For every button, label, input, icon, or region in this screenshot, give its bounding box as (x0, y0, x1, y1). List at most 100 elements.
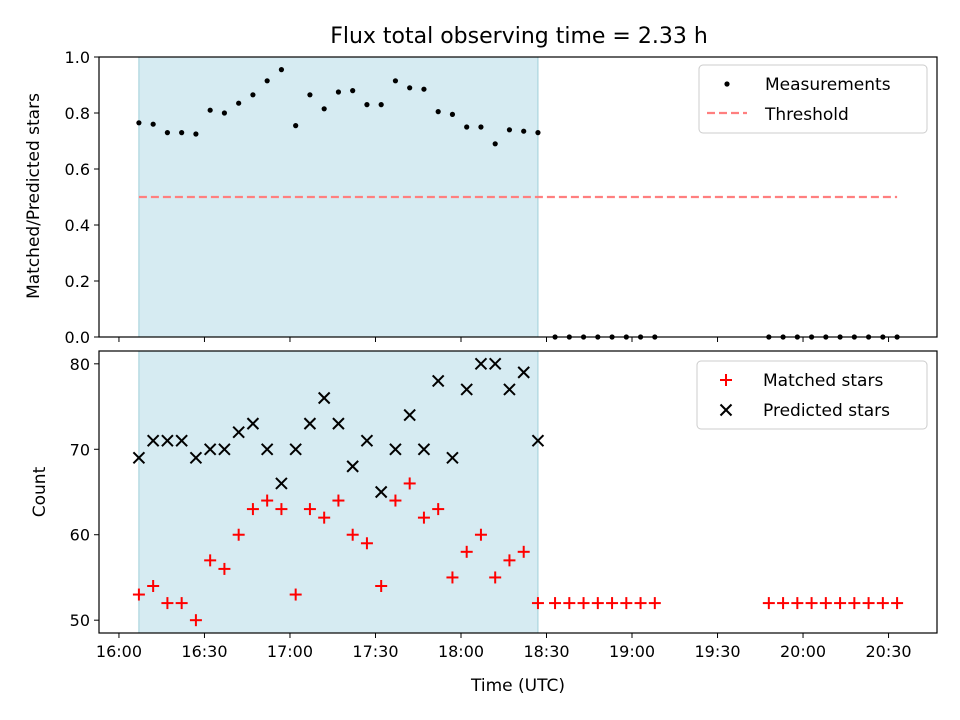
matched-point (375, 580, 388, 592)
observing-span-bottom (138, 350, 539, 634)
predicted-point (531, 434, 545, 447)
x-b (175, 434, 188, 447)
matched-point (446, 571, 459, 584)
x-b (289, 443, 302, 456)
x-tick-label: 18:00 (438, 642, 484, 661)
predicted-point (346, 460, 359, 473)
measurement-point (179, 130, 185, 136)
x-tick-label: 20:30 (865, 642, 911, 661)
measurement-point (478, 124, 484, 130)
measurement-point (321, 106, 327, 112)
predicted-point (474, 357, 488, 371)
x-b (346, 460, 359, 473)
matched-point (218, 562, 231, 575)
measurement-point (364, 102, 370, 108)
matched-point (332, 494, 345, 507)
matched-point (634, 597, 647, 610)
y-tick-label: 0.2 (65, 272, 90, 291)
x-tick-label: 20:00 (780, 642, 826, 661)
x-b (360, 434, 374, 447)
measurement-point (492, 141, 498, 147)
matched-point (517, 545, 530, 558)
matched-point (606, 597, 619, 610)
predicted-point (289, 443, 302, 456)
measurement-point (464, 124, 470, 130)
predicted-point (431, 374, 445, 388)
predicted-point (317, 391, 331, 405)
predicted-point (218, 443, 231, 456)
x-b (460, 383, 473, 396)
top-x-ticks (118, 337, 890, 342)
matched-point (620, 597, 633, 610)
measurement-point (293, 123, 299, 129)
predicted-point (389, 443, 402, 456)
predicted-point (203, 443, 217, 456)
matched-point (303, 503, 316, 516)
matched-point (549, 597, 562, 610)
top-ylabel: Matched/Predicted stars (24, 93, 44, 299)
legend-matched-label: Matched stars (763, 371, 883, 391)
x-b (146, 434, 160, 447)
x-tick-label: 19:00 (609, 642, 655, 661)
top-y-ticks: 0.0 0.2 0.4 0.6 0.8 1.0 (65, 48, 99, 347)
x-b (389, 443, 402, 456)
matched-point (503, 554, 516, 567)
matched-point (204, 554, 217, 567)
x-b (303, 417, 317, 430)
x-b (719, 403, 733, 417)
x-tick-label: 18:30 (523, 642, 569, 661)
bottom-legend: Matched stars Predicted stars (696, 360, 928, 430)
y-tick-label: 1.0 (65, 48, 90, 67)
matched-point (489, 571, 502, 584)
x-b (260, 443, 274, 456)
measurement-point (236, 100, 242, 106)
predicted-point (175, 434, 188, 447)
predicted-point (446, 451, 459, 465)
matched-point (417, 511, 430, 524)
x-b (332, 417, 345, 430)
measurement-point (350, 88, 356, 94)
measurement-point (378, 102, 384, 108)
predicted-point (161, 434, 174, 447)
x-tick-label: 16:00 (96, 642, 142, 661)
x-b (403, 408, 416, 422)
y-tick-label: 50 (70, 611, 90, 630)
x-b (246, 417, 260, 430)
top-series (136, 67, 900, 340)
x-b (503, 383, 516, 396)
bottom-axes-frame (98, 350, 938, 634)
matched-point (805, 597, 818, 610)
y-tick-label: 0.6 (65, 160, 90, 179)
x-b (488, 357, 502, 371)
predicted-point (374, 485, 388, 499)
x-b (431, 374, 445, 388)
predicted-point (488, 357, 502, 371)
bottom-x-ticks: 16:00 16:30 17:00 17:30 18:00 18:30 19:00 19:30… (96, 633, 912, 661)
measurement-point (521, 128, 527, 134)
predicted-point (275, 477, 288, 490)
measurement-point (407, 85, 413, 91)
measurement-point (421, 86, 427, 92)
x-b (417, 443, 431, 456)
bottom-ylabel: Count (30, 466, 50, 517)
x-b (132, 451, 146, 465)
measurement-point (392, 78, 399, 84)
matched-point (147, 580, 160, 592)
matched-point (389, 494, 402, 507)
matched-point (791, 597, 804, 610)
legend-matched-marker (720, 374, 732, 386)
predicted-point (460, 383, 473, 396)
x-b (275, 477, 288, 490)
x-b (474, 357, 488, 371)
measurement-point (506, 127, 513, 133)
x-tick-label: 19:30 (694, 642, 740, 661)
matched-point (819, 597, 832, 610)
x-tick-label: 16:30 (181, 642, 227, 661)
matched-point (460, 545, 473, 558)
x-b (161, 434, 174, 447)
top-legend-box (698, 64, 928, 134)
y-tick-label: 80 (70, 355, 90, 374)
measurement-point (150, 121, 156, 127)
predicted-point (189, 451, 203, 465)
measurement-point (335, 89, 342, 95)
